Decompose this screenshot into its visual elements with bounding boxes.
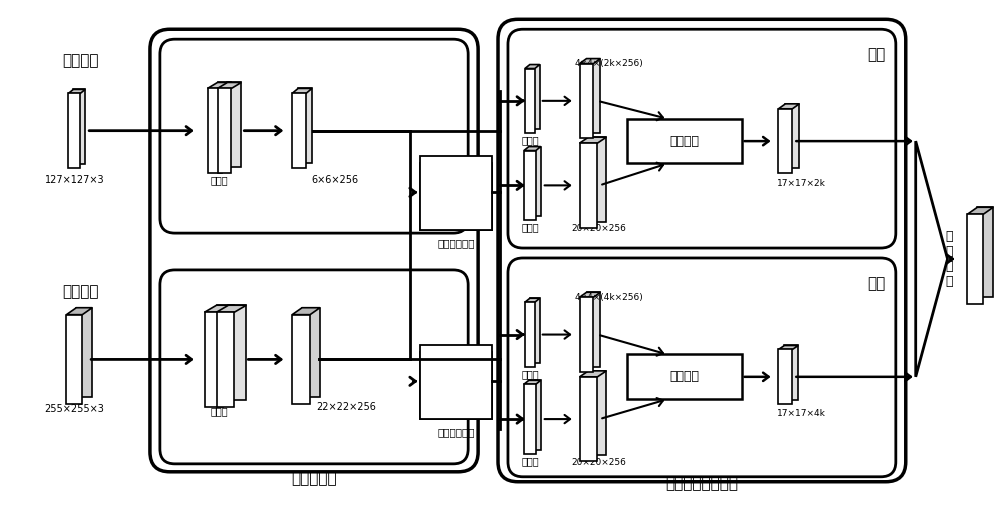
Text: 127×127×3: 127×127×3 bbox=[45, 175, 104, 185]
Bar bbox=[525, 69, 535, 133]
Polygon shape bbox=[66, 308, 92, 314]
Text: 22×22×256: 22×22×256 bbox=[316, 402, 376, 412]
Bar bbox=[589, 137, 606, 221]
Bar bbox=[228, 305, 246, 400]
Polygon shape bbox=[218, 82, 241, 88]
Bar bbox=[524, 384, 536, 454]
Bar bbox=[785, 104, 799, 169]
Polygon shape bbox=[208, 82, 231, 88]
Polygon shape bbox=[292, 308, 320, 314]
Text: 相似性学习子网络: 相似性学习子网络 bbox=[665, 475, 738, 491]
Text: 卷积层: 卷积层 bbox=[521, 136, 539, 146]
Bar bbox=[218, 88, 231, 173]
Bar bbox=[627, 355, 742, 399]
Bar bbox=[778, 350, 792, 404]
Text: 卷积操作: 卷积操作 bbox=[669, 135, 699, 148]
Text: 255×255×3: 255×255×3 bbox=[44, 404, 104, 414]
Text: 指导锚子网络: 指导锚子网络 bbox=[437, 238, 475, 248]
Text: 卷积操作: 卷积操作 bbox=[669, 370, 699, 384]
Bar bbox=[580, 64, 593, 138]
Bar bbox=[205, 312, 223, 407]
Bar bbox=[529, 147, 541, 216]
Bar bbox=[227, 82, 241, 167]
FancyBboxPatch shape bbox=[160, 39, 468, 233]
Bar bbox=[217, 312, 234, 407]
Text: 4×4×(2k×256): 4×4×(2k×256) bbox=[575, 59, 643, 68]
Bar bbox=[292, 314, 310, 404]
Text: 卷积层: 卷积层 bbox=[211, 175, 228, 185]
Text: 指导锚子网络: 指导锚子网络 bbox=[437, 427, 475, 437]
Polygon shape bbox=[525, 298, 540, 302]
Bar bbox=[73, 89, 85, 164]
Bar bbox=[66, 314, 82, 404]
Bar bbox=[302, 308, 320, 397]
Text: 孪生子网络: 孪生子网络 bbox=[291, 471, 337, 486]
Polygon shape bbox=[580, 137, 606, 143]
Bar bbox=[420, 344, 492, 419]
Bar bbox=[76, 308, 92, 397]
Bar bbox=[977, 207, 993, 297]
Text: 检测区域: 检测区域 bbox=[62, 284, 99, 299]
Text: 回归: 回归 bbox=[868, 276, 886, 291]
Polygon shape bbox=[778, 345, 798, 350]
Bar bbox=[217, 305, 234, 400]
Bar bbox=[587, 292, 600, 367]
Polygon shape bbox=[967, 207, 993, 214]
Bar bbox=[420, 353, 492, 419]
Polygon shape bbox=[292, 88, 312, 93]
Text: 20×20×256: 20×20×256 bbox=[572, 458, 626, 467]
Bar bbox=[298, 88, 312, 163]
Polygon shape bbox=[217, 305, 246, 312]
Text: 4×4×(4k×256): 4×4×(4k×256) bbox=[575, 293, 643, 302]
Bar bbox=[420, 360, 492, 419]
Bar bbox=[68, 93, 80, 168]
Text: 17×17×4k: 17×17×4k bbox=[776, 408, 825, 418]
Text: 卷积层: 卷积层 bbox=[521, 456, 539, 466]
Text: 卷积层: 卷积层 bbox=[521, 222, 539, 232]
Polygon shape bbox=[205, 305, 234, 312]
Polygon shape bbox=[525, 65, 540, 69]
Text: 20×20×256: 20×20×256 bbox=[572, 224, 626, 233]
Polygon shape bbox=[524, 380, 541, 384]
Bar bbox=[967, 214, 983, 304]
FancyBboxPatch shape bbox=[150, 29, 478, 472]
Text: 卷积层: 卷积层 bbox=[521, 369, 539, 379]
Bar bbox=[530, 65, 540, 129]
Polygon shape bbox=[68, 89, 85, 93]
Text: 6×6×256: 6×6×256 bbox=[311, 175, 358, 185]
FancyBboxPatch shape bbox=[498, 19, 906, 482]
FancyBboxPatch shape bbox=[508, 29, 896, 248]
Bar bbox=[218, 82, 231, 167]
Text: 分类: 分类 bbox=[868, 47, 886, 62]
Bar bbox=[580, 377, 597, 461]
Bar bbox=[589, 371, 606, 455]
Text: 17×17×2k: 17×17×2k bbox=[776, 179, 825, 188]
Bar bbox=[530, 298, 540, 363]
Polygon shape bbox=[916, 141, 948, 377]
Bar bbox=[420, 164, 492, 230]
Polygon shape bbox=[778, 104, 799, 109]
Text: 卷积层: 卷积层 bbox=[211, 406, 228, 416]
Bar bbox=[208, 88, 222, 173]
Polygon shape bbox=[580, 292, 600, 297]
Bar bbox=[778, 109, 792, 173]
Polygon shape bbox=[580, 371, 606, 377]
Polygon shape bbox=[524, 147, 541, 150]
Polygon shape bbox=[580, 58, 600, 64]
Bar bbox=[524, 150, 536, 220]
Bar bbox=[580, 143, 597, 228]
Bar bbox=[420, 172, 492, 230]
FancyBboxPatch shape bbox=[160, 270, 468, 464]
Text: 模板区域: 模板区域 bbox=[62, 53, 99, 68]
Bar bbox=[580, 297, 593, 372]
Bar bbox=[292, 93, 306, 168]
Bar bbox=[525, 302, 535, 367]
Bar bbox=[420, 155, 492, 230]
Text: 跟
踪
结
果: 跟 踪 结 果 bbox=[946, 230, 953, 288]
Bar bbox=[784, 345, 798, 400]
FancyBboxPatch shape bbox=[508, 258, 896, 477]
Bar bbox=[587, 58, 600, 133]
Bar bbox=[529, 380, 541, 450]
Bar bbox=[627, 119, 742, 164]
